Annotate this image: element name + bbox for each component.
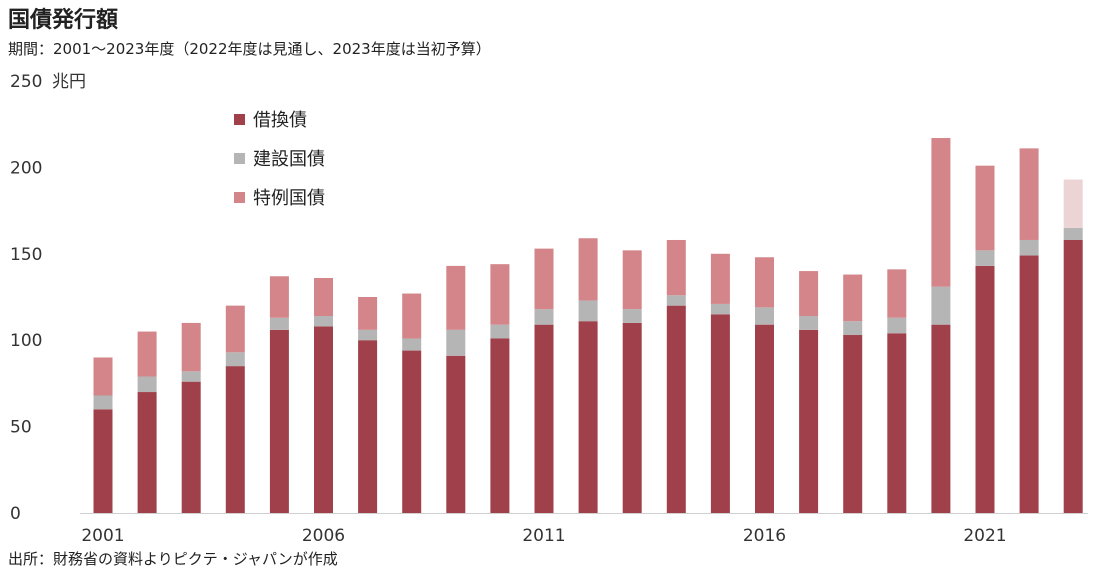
x-tick-label: 2021 <box>963 526 1006 546</box>
bar-segment <box>93 395 113 410</box>
bar-segment <box>93 409 113 513</box>
bar-segment <box>622 250 642 310</box>
bar-segment <box>578 300 598 322</box>
x-tick-label: 2016 <box>743 526 786 546</box>
y-axis-unit: 兆円 <box>52 72 86 92</box>
bar-segment <box>622 309 642 323</box>
bar-segment <box>755 324 774 513</box>
legend-swatch <box>234 114 245 125</box>
bar-segment <box>975 250 995 266</box>
x-tick-label: 2006 <box>302 526 345 546</box>
bar-segment <box>358 340 378 513</box>
bar-segment <box>622 322 642 513</box>
bar-segment <box>755 307 774 325</box>
bar-segment <box>1019 255 1039 513</box>
y-tick-label: 200 <box>10 158 42 178</box>
bar-segment <box>137 392 157 513</box>
bar-segment <box>225 305 245 353</box>
bar-segment <box>843 335 863 513</box>
y-tick-label: 100 <box>10 331 42 351</box>
bar-segment <box>931 138 951 287</box>
bar-segment <box>799 316 819 330</box>
bar-segment <box>225 352 245 367</box>
bar-segment <box>314 277 333 317</box>
bar-segment <box>402 293 422 339</box>
legend-label: 建設国債 <box>253 149 325 170</box>
bar-segment <box>358 329 378 341</box>
source-note: 出所：財務省の資料よりピクテ・ジャパンが作成 <box>8 550 338 568</box>
bar-segment <box>1019 148 1039 240</box>
bar-segment <box>314 326 333 513</box>
legend-label: 特例国債 <box>253 188 325 209</box>
bar-segment <box>931 286 951 325</box>
bar-segment <box>887 269 907 318</box>
y-tick-label: 250 <box>10 72 42 92</box>
bar-segment <box>666 305 686 513</box>
bar-segment <box>843 274 863 322</box>
legend-swatch <box>234 153 245 164</box>
bar-segment <box>269 276 289 318</box>
bar-segment <box>710 303 730 315</box>
bar-segment <box>931 324 951 513</box>
bar-segment <box>755 257 774 308</box>
bar-segment <box>225 366 245 513</box>
bar-segment <box>799 271 819 317</box>
bar-segment <box>666 239 686 296</box>
chart-subtitle: 期間：2001～2023年度（2022年度は見通し、2023年度は当初予算） <box>8 40 491 58</box>
bar-segment <box>578 321 598 513</box>
chart-title: 国債発行額 <box>8 8 119 33</box>
y-tick-label: 0 <box>10 504 21 524</box>
bar-segment <box>710 253 730 304</box>
legend-label: 借換債 <box>253 110 307 131</box>
bar-segment <box>843 321 863 336</box>
bar-segment <box>799 329 819 513</box>
bar-segment <box>490 264 510 325</box>
bar-segment <box>402 338 422 351</box>
bar-segment <box>490 338 510 513</box>
bar-segment <box>446 355 466 513</box>
bar-segment <box>181 381 201 513</box>
bar-segment <box>1063 239 1083 513</box>
bar-segment <box>314 316 333 327</box>
bar-segment <box>93 357 113 396</box>
bar-segment <box>666 295 686 306</box>
bar-segment <box>137 331 157 377</box>
bar-segment <box>710 314 730 513</box>
y-tick-label: 150 <box>10 245 42 265</box>
bar-segment <box>578 238 598 301</box>
x-tick-label: 2011 <box>522 526 565 546</box>
bar-segment <box>534 248 554 310</box>
bar-segment <box>534 324 554 513</box>
bar-segment <box>181 371 201 382</box>
bar-segment <box>534 309 554 325</box>
x-tick-label: 2001 <box>81 526 124 546</box>
bar-segment <box>887 333 907 513</box>
y-tick-label: 50 <box>10 418 32 438</box>
bar-segment <box>358 297 378 330</box>
bar-segment <box>490 324 510 339</box>
bar-segment <box>1063 227 1083 240</box>
bar-segment <box>137 376 157 393</box>
bar-segment <box>1063 179 1083 228</box>
bar-segment <box>975 265 995 513</box>
bar-segment <box>269 329 289 513</box>
bar-segment <box>887 317 907 334</box>
bar-segment <box>181 322 201 372</box>
bar-segment <box>402 350 422 513</box>
legend-swatch <box>234 192 245 203</box>
bar-segment <box>269 317 289 330</box>
bar-segment <box>1019 239 1039 256</box>
bar-segment <box>975 165 995 251</box>
bar-segment <box>446 329 466 356</box>
bar-segment <box>446 265 466 330</box>
